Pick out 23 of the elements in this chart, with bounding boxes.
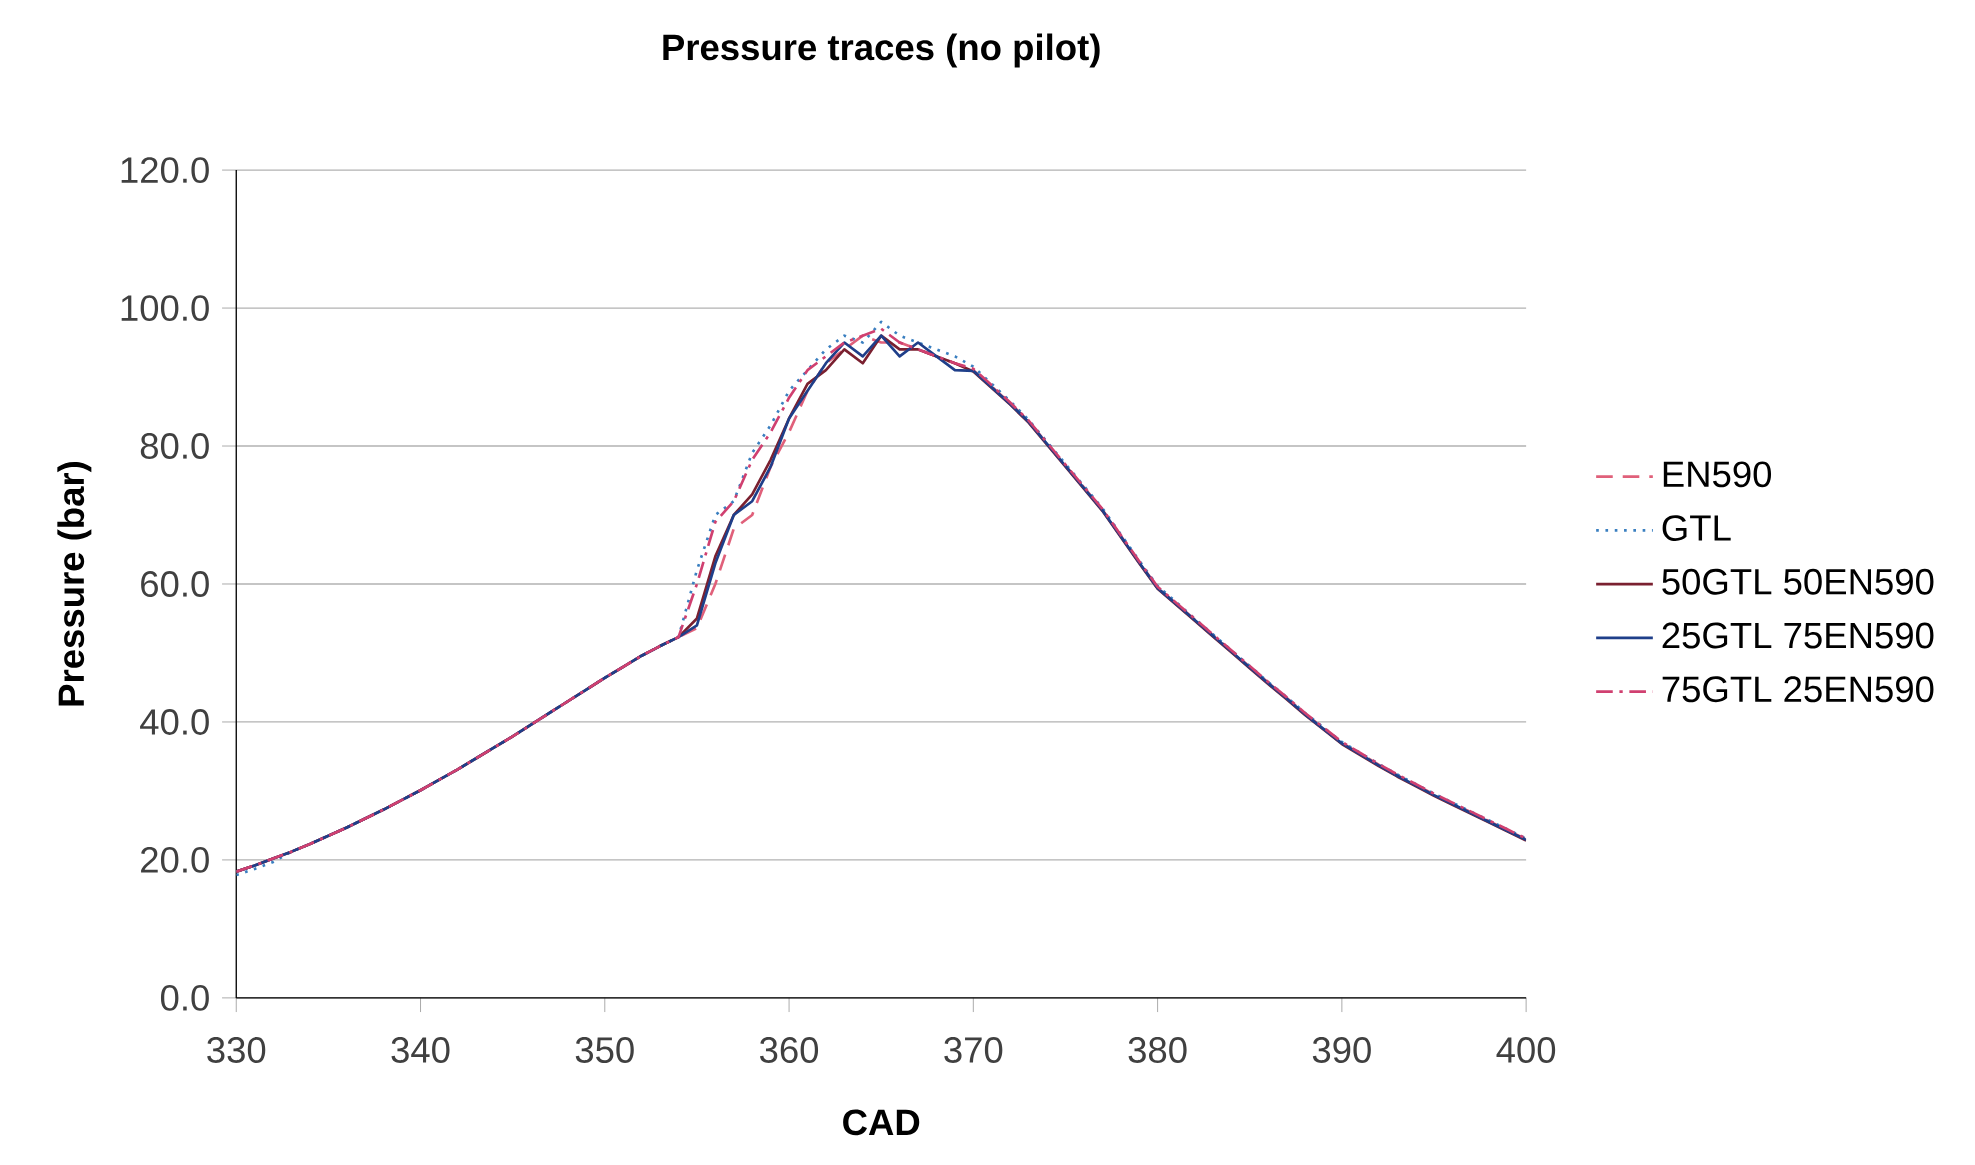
y-tick-label: 80.0: [140, 433, 209, 459]
x-tick-label: 350: [575, 1037, 634, 1063]
x-tick-label: 340: [391, 1037, 450, 1063]
x-tick-label: 330: [207, 1037, 266, 1063]
y-tick-label: 60.0: [141, 571, 209, 597]
x-axis-title: CAD: [843, 1109, 920, 1136]
x-tick-label: 400: [1496, 1037, 1556, 1063]
legend-label: 75GTL 25EN590: [1662, 676, 1934, 703]
y-tick-label: 120.0: [121, 157, 209, 183]
y-tick-label: 100.0: [121, 295, 209, 321]
chart-title: Pressure traces (no pilot): [663, 33, 1100, 68]
legend-label: 50GTL 50EN590: [1662, 568, 1934, 595]
y-axis-title: Pressure (bar): [57, 461, 92, 706]
legend-label: 25GTL 75EN590: [1662, 622, 1934, 649]
legend-label: GTL: [1662, 515, 1731, 541]
y-tick-label: 0.0: [160, 984, 209, 1011]
legend-label: EN590: [1663, 461, 1772, 488]
y-tick-label: 40.0: [140, 708, 209, 735]
y-tick-label: 20.0: [141, 846, 209, 873]
x-tick-label: 370: [944, 1037, 1003, 1063]
x-tick-label: 390: [1312, 1037, 1371, 1063]
x-tick-label: 380: [1128, 1037, 1187, 1063]
x-tick-label: 360: [759, 1037, 819, 1063]
